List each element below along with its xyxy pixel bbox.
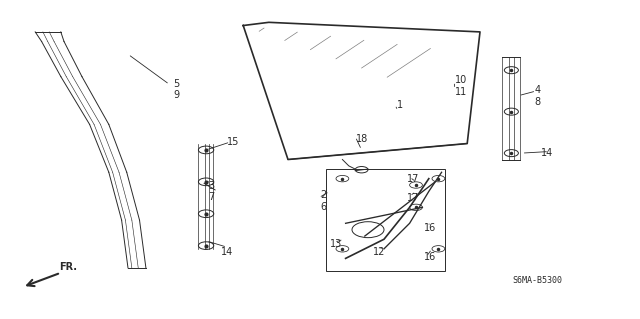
Text: 4
8: 4 8 (534, 85, 541, 107)
Text: S6MA-B5300: S6MA-B5300 (513, 276, 563, 285)
Text: 17: 17 (406, 174, 419, 184)
Text: 2
6: 2 6 (320, 190, 326, 212)
Text: 13: 13 (330, 239, 342, 249)
Text: 18: 18 (355, 134, 368, 144)
Text: 12: 12 (373, 247, 386, 257)
Text: 14: 14 (221, 247, 234, 257)
Text: 10
11: 10 11 (454, 75, 467, 97)
Text: 14: 14 (541, 148, 554, 158)
Text: 5
9: 5 9 (173, 78, 179, 100)
Text: 17: 17 (406, 193, 419, 203)
Text: 16: 16 (424, 223, 436, 233)
Text: 3
7: 3 7 (208, 181, 214, 202)
Text: 16: 16 (424, 252, 436, 262)
Text: 15: 15 (227, 137, 240, 147)
Text: 1: 1 (397, 100, 403, 110)
Bar (326, 169, 445, 271)
Text: FR.: FR. (59, 262, 77, 272)
